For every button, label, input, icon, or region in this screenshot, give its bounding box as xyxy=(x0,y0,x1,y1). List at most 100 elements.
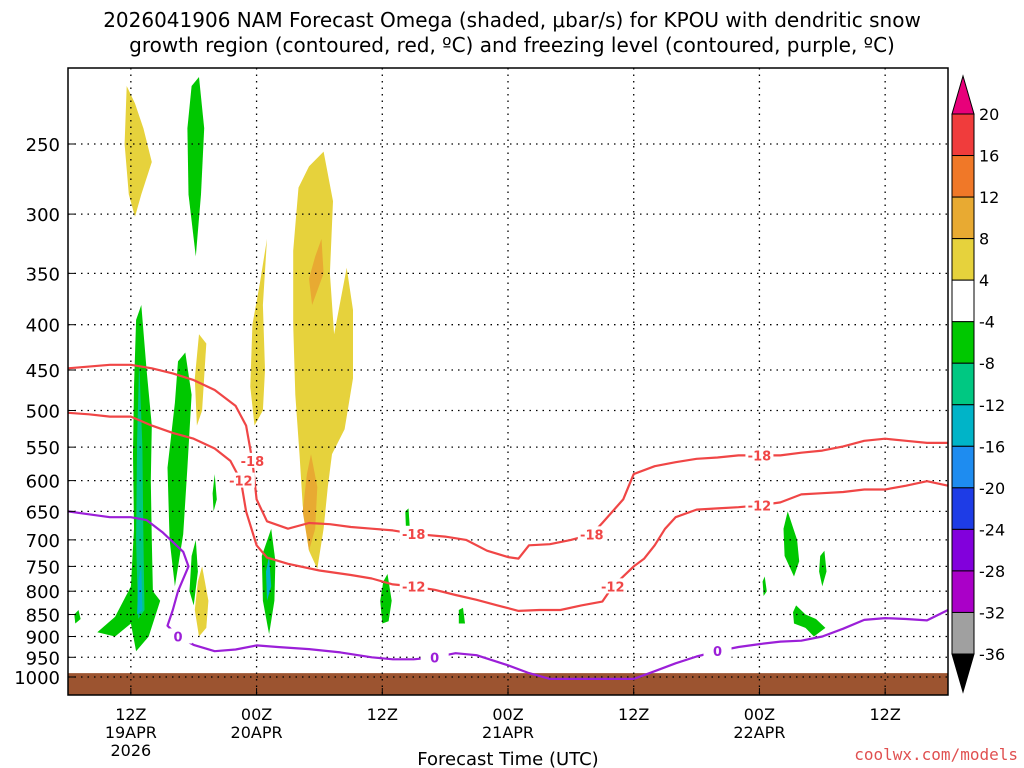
omega-region-1 xyxy=(187,77,205,257)
contour-label-dgz_-18-3: -18 xyxy=(748,449,772,464)
y-tick-label-600: 600 xyxy=(26,472,60,493)
colorbar-label-0: 20 xyxy=(979,105,999,124)
omega-region-5 xyxy=(302,454,318,551)
y-tick-label-400: 400 xyxy=(26,316,60,337)
contour-label-bg-freezing_0-0 xyxy=(164,628,192,644)
colorbar-box-9 xyxy=(951,445,975,489)
source-credit: coolwx.com/models xyxy=(854,745,1018,764)
y-tick-label-750: 750 xyxy=(26,557,60,578)
colorbar-box-5 xyxy=(951,279,975,323)
chart-title-line-1: 2026041906 NAM Forecast Omega (shaded, μ… xyxy=(103,8,921,32)
contour-label-bg-dgz_-12-1 xyxy=(399,578,428,594)
ground-surface xyxy=(68,673,948,695)
colorbar-label-6: -8 xyxy=(979,354,995,373)
colorbar-label-4: 4 xyxy=(979,271,989,290)
colorbar-box-1 xyxy=(951,113,975,157)
colorbar-label-8: -16 xyxy=(979,437,1005,456)
y-tick-label-250: 250 xyxy=(26,135,60,156)
omega-region-9 xyxy=(136,361,145,619)
contour-label-bg-dgz_-12-2 xyxy=(598,578,627,594)
colorbar-cap-bottom xyxy=(951,653,975,694)
colorbar-cap-top xyxy=(951,74,975,115)
x-tick-label-42-0: 00Z xyxy=(492,705,523,724)
y-tick-label-300: 300 xyxy=(26,205,60,226)
grid-lines xyxy=(68,68,948,695)
x-tick-label-6-2: 2026 xyxy=(110,741,151,760)
chart-title-line-2: growth region (contoured, red, ºC) and f… xyxy=(129,33,895,57)
x-tick-label-30-0: 12Z xyxy=(367,705,398,724)
contour-layer: -18 -18 -18 -18 -12 -12 -12 -12 0 0 0 xyxy=(67,363,949,681)
x-tick-label-18-0: 00Z xyxy=(241,705,272,724)
colorbar-box-3 xyxy=(951,196,975,240)
y-tick-label-650: 650 xyxy=(26,502,60,523)
colorbar-label-12: -32 xyxy=(979,603,1005,622)
omega-region-4 xyxy=(309,238,324,305)
colorbar-label-7: -12 xyxy=(979,396,1005,415)
contour-label-dgz_-18-1: -18 xyxy=(402,528,426,543)
contour-label-bg-dgz_-12-0 xyxy=(226,472,255,488)
colorbar-box-11 xyxy=(951,528,975,572)
x-tick-label-18-1: 20APR xyxy=(231,723,283,742)
contour-label-bg-freezing_0-2 xyxy=(703,643,732,659)
contour-label-bg-dgz_-12-3 xyxy=(745,497,774,513)
omega-region-19 xyxy=(458,607,465,624)
omega-region-11 xyxy=(167,352,192,587)
colorbar-box-13 xyxy=(951,611,975,655)
omega-region-13 xyxy=(74,610,81,624)
omega-region-20 xyxy=(783,511,800,577)
omega-region-17 xyxy=(380,574,392,624)
y-tick-label-800: 800 xyxy=(26,582,60,603)
contour-label-dgz_-12-1: -12 xyxy=(402,580,426,595)
contour-label-dgz_-12-2: -12 xyxy=(601,580,625,595)
y-tick-label-350: 350 xyxy=(26,264,60,285)
colorbar-box-10 xyxy=(951,487,975,530)
omega-region-14 xyxy=(212,474,217,512)
x-tick-label-66-1: 22APR xyxy=(733,723,785,742)
x-tick-label-66-0: 00Z xyxy=(744,705,775,724)
omega-region-21 xyxy=(819,550,827,587)
colorbar-box-7 xyxy=(951,362,975,406)
contour-label-freezing_0-0: 0 xyxy=(173,630,182,645)
contour-label-freezing_0-2: 0 xyxy=(713,645,722,660)
colorbar-label-1: 16 xyxy=(979,147,999,166)
colorbar-label-2: 12 xyxy=(979,188,999,207)
y-tick-label-450: 450 xyxy=(26,361,60,382)
colorbar: 20 16 12 8 4 -4 -8 -12 -16 -20 -24 -28 -32 -36 xyxy=(951,74,1005,694)
omega-region-7 xyxy=(194,566,209,637)
colorbar-box-6 xyxy=(951,321,975,364)
colorbar-label-3: 8 xyxy=(979,230,989,249)
contour-label-freezing_0-1: 0 xyxy=(430,651,439,666)
omega-region-12 xyxy=(189,539,198,606)
contour-label-bg-dgz_-18-1 xyxy=(399,525,428,541)
y-tick-label-950: 950 xyxy=(26,648,60,669)
contour-label-dgz_-12-3: -12 xyxy=(748,499,772,514)
omega-region-3 xyxy=(293,151,353,569)
contour-label-bg-dgz_-18-3 xyxy=(745,447,774,463)
contour-dgz_-12 xyxy=(67,411,949,613)
contour-label-bg-freezing_0-1 xyxy=(420,649,449,665)
omega-region-2 xyxy=(250,238,267,426)
y-axis: 2503003504004505005506006507007508008509… xyxy=(14,135,75,689)
colorbar-box-12 xyxy=(951,570,975,613)
omega-shading-layer xyxy=(74,77,827,652)
omega-region-0 xyxy=(124,86,152,217)
omega-region-22 xyxy=(762,576,767,596)
contour-label-bg-dgz_-18-0 xyxy=(238,452,267,468)
x-tick-label-6-1: 19APR xyxy=(105,723,157,742)
y-tick-label-550: 550 xyxy=(26,438,60,459)
y-tick-label-1000: 1000 xyxy=(14,668,60,689)
colorbar-label-9: -20 xyxy=(979,479,1005,498)
omega-region-8 xyxy=(97,305,161,652)
x-axis-label: Forecast Time (UTC) xyxy=(417,749,598,768)
omega-region-10 xyxy=(137,566,143,615)
colorbar-label-11: -28 xyxy=(979,562,1005,581)
y-tick-label-850: 850 xyxy=(26,606,60,627)
y-tick-label-500: 500 xyxy=(26,402,60,423)
x-tick-label-54-0: 12Z xyxy=(618,705,649,724)
colorbar-label-5: -4 xyxy=(979,313,995,332)
x-tick-label-42-1: 21APR xyxy=(482,723,534,742)
omega-region-6 xyxy=(194,334,207,426)
contour-label-bg-dgz_-18-2 xyxy=(577,526,606,542)
omega-region-23 xyxy=(793,605,826,637)
